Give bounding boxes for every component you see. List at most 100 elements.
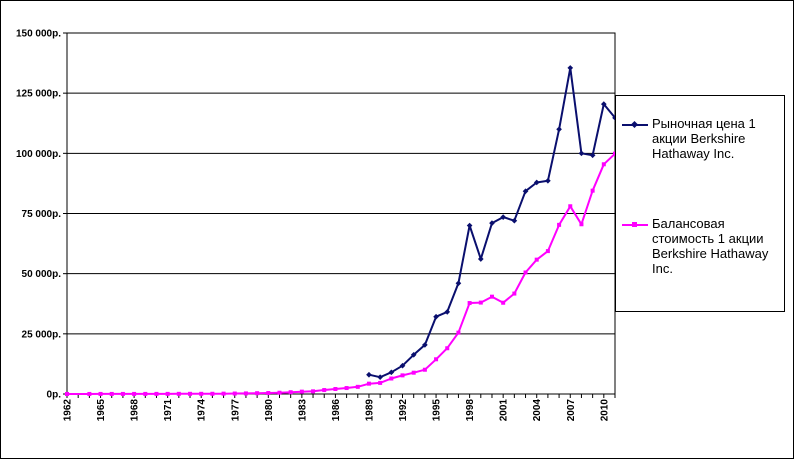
point-book-value-2010 [601,162,606,167]
y-tick-label: 150 000р. [16,29,61,40]
point-book-value-1980 [266,391,271,396]
point-book-value-1997 [456,330,461,335]
point-book-value-1986 [333,387,338,392]
x-tick-label-1983: 1983 [297,399,308,422]
x-tick-label-1977: 1977 [230,399,241,422]
point-market-price-2000 [489,220,495,226]
point-market-price-2005 [545,177,551,184]
point-book-value-1969 [143,391,148,396]
point-book-value-1988 [355,384,360,389]
point-book-value-1962 [65,392,69,396]
point-book-value-1965 [98,391,103,396]
point-book-value-2001 [501,300,506,305]
x-tick-label-1986: 1986 [331,399,342,422]
point-market-price-2004 [533,179,540,186]
point-market-price-2009 [589,152,596,159]
point-book-value-1974 [199,391,204,396]
point-book-value-1983 [299,389,304,394]
point-market-price-1990 [377,374,383,380]
x-tick-label-2010: 2010 [599,399,610,422]
point-book-value-1985 [322,388,327,393]
point-book-value-2006 [557,222,562,227]
legend-book-value-swatch [622,222,648,227]
point-book-value-1970 [154,391,159,396]
point-market-price-2007 [567,65,574,71]
x-tick-label-2004: 2004 [532,399,543,422]
point-market-price-1999 [477,256,484,262]
x-tick-label-1965: 1965 [96,399,107,422]
point-market-price-1995 [433,313,439,320]
y-tick-label: 0р. [47,390,62,401]
x-tick-label-1992: 1992 [398,399,409,422]
point-market-price-1991 [388,369,395,376]
x-tick-label-2001: 2001 [499,399,510,422]
x-tick-label-1968: 1968 [130,399,141,422]
point-market-price-2001 [500,214,506,220]
point-market-price-2010 [600,101,607,107]
point-book-value-1996 [445,346,450,351]
point-book-value-1982 [288,390,293,395]
point-market-price-1998 [466,222,473,229]
point-book-value-1998 [467,301,472,306]
point-book-value-1975 [210,391,215,396]
point-book-value-1966 [109,391,114,396]
point-book-value-1994 [422,367,427,372]
y-axis-ticks: 0р. 25 000р. 50 000р. 75 000р. 100 000р. 125 … [16,29,67,401]
point-book-value-1991 [389,376,394,381]
x-tick-label-1998: 1998 [465,399,476,422]
x-tick-label-1980: 1980 [264,399,275,422]
point-book-value-1968 [132,391,137,396]
point-book-value-1979 [255,391,260,396]
x-tick-label-1974: 1974 [197,399,208,422]
point-book-value-1981 [277,390,282,395]
point-book-value-2002 [512,291,517,296]
point-market-price-1992 [399,362,406,369]
point-book-value-1999 [478,300,483,305]
point-market-price-2003 [522,188,529,195]
point-book-value-1976 [221,391,226,396]
x-tick-label-1962: 1962 [63,399,74,422]
point-book-value-1989 [366,381,371,386]
point-book-value-1984 [311,389,316,394]
point-book-value-1995 [434,357,439,362]
legend-label-market-price: Рыночная цена 1 акции Berkshire Hathaway… [652,116,756,161]
point-book-value-2000 [489,294,494,299]
point-book-value-1964 [87,391,92,396]
x-tick-label-1971: 1971 [163,399,174,422]
legend-market-price-swatch [622,120,648,129]
point-book-value-2007 [568,204,573,209]
y-tick-label: 50 000р. [22,269,62,280]
legend-label-book-value: Балансовая стоимость 1 акции Berkshire H… [652,216,769,276]
point-book-value-1993 [411,370,416,375]
point-book-value-2004 [534,257,539,262]
point-book-value-1977 [232,391,237,396]
point-book-value-1990 [378,380,383,385]
gridlines [67,92,615,335]
point-market-price-1989 [366,371,372,378]
x-tick-label-1989: 1989 [364,399,375,422]
series-layer [65,65,618,396]
point-book-value-2005 [545,249,550,254]
y-tick-label: 100 000р. [16,149,61,160]
point-market-price-2002 [511,217,518,224]
point-book-value-2003 [523,270,528,275]
point-book-value-1972 [176,391,181,396]
x-tick-label-1995: 1995 [432,399,443,422]
point-book-value-2008 [579,222,584,227]
y-tick-label: 125 000р. [16,89,61,100]
point-book-value-1973 [188,391,193,396]
x-tick-label-2007: 2007 [566,399,577,422]
x-axis-ticks: 1962 1965 1968 1971 1974 1977 1980 1983 1986 1989… [63,394,616,421]
point-market-price-2008 [578,150,585,157]
point-market-price-1994 [422,342,428,348]
point-book-value-1987 [344,386,349,391]
point-book-value-2009 [590,188,595,193]
legend: Рыночная цена 1 акции Berkshire Hathaway… [615,95,785,312]
point-market-price-1993 [410,351,417,358]
point-market-price-1997 [455,280,462,287]
point-book-value-1971 [165,391,170,396]
point-book-value-1967 [120,391,125,396]
y-tick-label: 25 000р. [22,329,62,340]
y-tick-label: 75 000р. [22,209,62,220]
